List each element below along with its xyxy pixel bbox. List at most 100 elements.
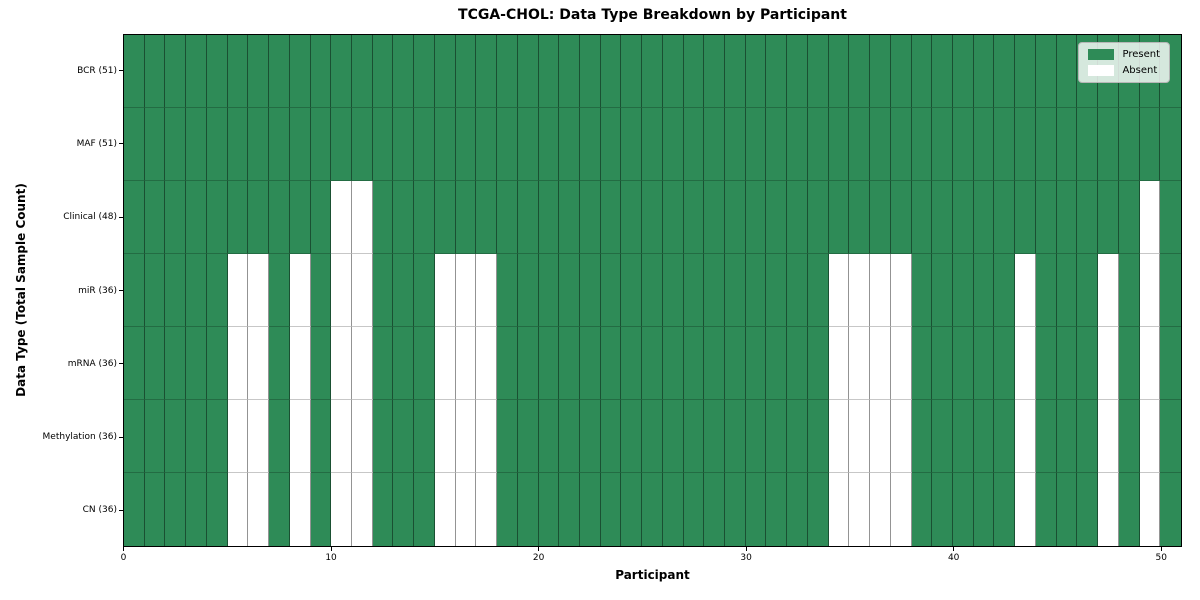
- heatmap-cell: [331, 35, 352, 108]
- heatmap-cell: [393, 254, 415, 327]
- heatmap-cell: [849, 181, 871, 254]
- heatmap-cell: [600, 400, 622, 473]
- heatmap-cell: [870, 108, 891, 181]
- heatmap-cell: [745, 327, 767, 400]
- heatmap-cell: [372, 327, 394, 400]
- heatmap-cell: [124, 35, 145, 108]
- heatmap-cell: [289, 473, 311, 546]
- heatmap-cell: [434, 327, 456, 400]
- heatmap-cell: [662, 400, 684, 473]
- heatmap-cell: [828, 181, 850, 254]
- heatmap-cell: [289, 181, 311, 254]
- heatmap-cell: [186, 254, 207, 327]
- legend-label: Absent: [1122, 64, 1158, 76]
- heatmap-cell: [973, 400, 995, 473]
- heatmap-cell: [973, 327, 995, 400]
- heatmap-cell: [745, 473, 767, 546]
- heatmap-cell: [351, 108, 373, 181]
- heatmap-cell: [206, 400, 228, 473]
- legend-item: Absent: [1088, 65, 1160, 76]
- heatmap-cell: [269, 400, 290, 473]
- heatmap-cell: [1098, 327, 1119, 400]
- heatmap-cell: [372, 108, 394, 181]
- heatmap-cell: [124, 254, 145, 327]
- heatmap-cell: [269, 254, 290, 327]
- heatmap-cell: [497, 35, 518, 108]
- heatmap-cell: [1056, 181, 1078, 254]
- legend-label: Present: [1122, 48, 1160, 60]
- heatmap-cell: [310, 181, 332, 254]
- heatmap-cell: [828, 327, 850, 400]
- y-tick-mark: [119, 363, 124, 365]
- heatmap-cell: [476, 181, 498, 254]
- heatmap-cell: [704, 473, 726, 546]
- heatmap-cell: [683, 35, 705, 108]
- heatmap-cell: [807, 181, 829, 254]
- heatmap-cell: [517, 35, 539, 108]
- heatmap-cell: [1015, 181, 1036, 254]
- heatmap-cell: [144, 108, 166, 181]
- heatmap-cell: [1118, 473, 1140, 546]
- heatmap-cell: [621, 35, 643, 108]
- heatmap-cell: [1139, 400, 1161, 473]
- heatmap-cell: [414, 327, 435, 400]
- heatmap-cell: [186, 35, 207, 108]
- x-axis-label: Participant: [615, 568, 690, 582]
- heatmap-cell: [538, 108, 560, 181]
- heatmap-cell: [414, 181, 435, 254]
- heatmap-cell: [310, 108, 332, 181]
- y-tick-label: Clinical (48): [63, 212, 117, 223]
- heatmap-cell: [890, 108, 912, 181]
- heatmap-cell: [870, 327, 891, 400]
- heatmap-cell: [1035, 35, 1057, 108]
- heatmap-cell: [351, 254, 373, 327]
- heatmap-cell: [351, 181, 373, 254]
- heatmap-cell: [372, 400, 394, 473]
- heatmap-cell: [579, 35, 601, 108]
- heatmap-cell: [248, 181, 270, 254]
- heatmap-cell: [911, 473, 933, 546]
- heatmap-cell: [144, 35, 166, 108]
- heatmap-cell: [1098, 108, 1119, 181]
- heatmap-cell: [600, 35, 622, 108]
- heatmap-cell: [807, 35, 829, 108]
- heatmap-cell: [849, 35, 871, 108]
- heatmap-cell: [248, 327, 270, 400]
- heatmap-cell: [414, 35, 435, 108]
- heatmap-cell: [932, 400, 954, 473]
- heatmap-cell: [1035, 473, 1057, 546]
- heatmap-cell: [725, 473, 746, 546]
- heatmap-cell: [165, 254, 187, 327]
- heatmap-cell: [227, 400, 249, 473]
- x-tick-label: 30: [740, 553, 752, 563]
- heatmap-cell: [621, 181, 643, 254]
- heatmap-cell: [704, 108, 726, 181]
- heatmap-cell: [870, 473, 891, 546]
- heatmap-cell: [725, 254, 746, 327]
- heatmap-cell: [455, 35, 477, 108]
- heatmap-cell: [559, 181, 580, 254]
- heatmap-cell: [787, 35, 808, 108]
- heatmap-cell: [994, 108, 1016, 181]
- heatmap-cell: [517, 473, 539, 546]
- heatmap-cell: [227, 108, 249, 181]
- heatmap-cell: [787, 400, 808, 473]
- heatmap-cell: [331, 400, 352, 473]
- heatmap-cell: [393, 108, 415, 181]
- heatmap-cell: [1035, 400, 1057, 473]
- heatmap-cell: [455, 473, 477, 546]
- heatmap-cell: [994, 35, 1016, 108]
- heatmap-cell: [745, 400, 767, 473]
- heatmap-cell: [870, 35, 891, 108]
- heatmap-cell: [973, 108, 995, 181]
- x-tick-mark: [745, 547, 747, 551]
- heatmap-cell: [849, 473, 871, 546]
- heatmap-cell: [662, 181, 684, 254]
- heatmap-cell: [911, 254, 933, 327]
- heatmap-cell: [953, 108, 974, 181]
- heatmap-cell: [911, 327, 933, 400]
- y-tick-mark: [119, 436, 124, 438]
- heatmap-cell: [310, 400, 332, 473]
- heatmap-cell: [269, 35, 290, 108]
- heatmap-cell: [704, 254, 726, 327]
